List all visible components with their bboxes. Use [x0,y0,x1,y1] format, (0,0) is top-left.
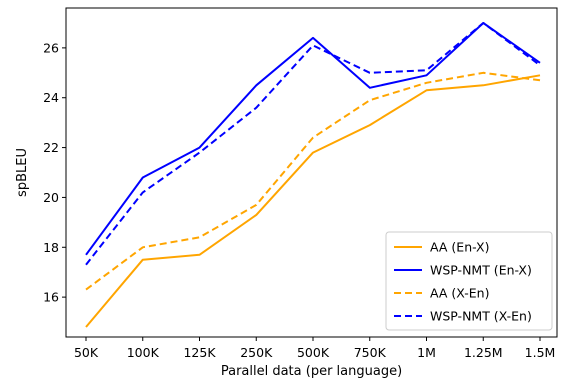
plot-frame [65,7,558,338]
legend-label: WSP-NMT (En-X) [430,263,532,278]
x-tick-label: 125K [183,345,216,360]
x-axis-label: Parallel data (per language) [221,364,402,379]
y-axis-label: spBLEU [15,148,30,197]
y-tick-label: 22 [43,140,59,155]
legend-label: AA (En-X) [430,240,489,255]
x-tick-label: 100K [127,345,160,360]
series-layer [85,22,541,328]
x-axis-ticks: 50K 100K 125K 250K 500K 750K 1M 1.25M 1.5M [74,337,555,360]
legend: AA (En-X) WSP-NMT (En-X) AA (X-En) WSP-NMT … [385,231,553,331]
x-tick-label: 250K [240,345,273,360]
legend-box [385,231,553,331]
y-tick-label: 20 [43,190,59,205]
x-tick-label: 1.25M [464,345,503,360]
series-line [85,74,541,328]
series-line [85,22,541,266]
x-tick-label: 750K [354,345,387,360]
y-tick-label: 18 [43,240,59,255]
y-axis-ticks: 16 18 20 22 24 26 [43,40,66,305]
legend-label: AA (X-En) [430,286,489,301]
y-tick-label: 24 [43,90,59,105]
x-tick-label: 50K [74,345,99,360]
x-tick-label: 500K [297,345,330,360]
legend-label: WSP-NMT (X-En) [430,309,532,324]
y-tick-label: 26 [43,40,59,55]
y-tick-label: 16 [43,290,59,305]
x-tick-label: 1.5M [525,345,556,360]
x-tick-label: 1M [417,345,436,360]
